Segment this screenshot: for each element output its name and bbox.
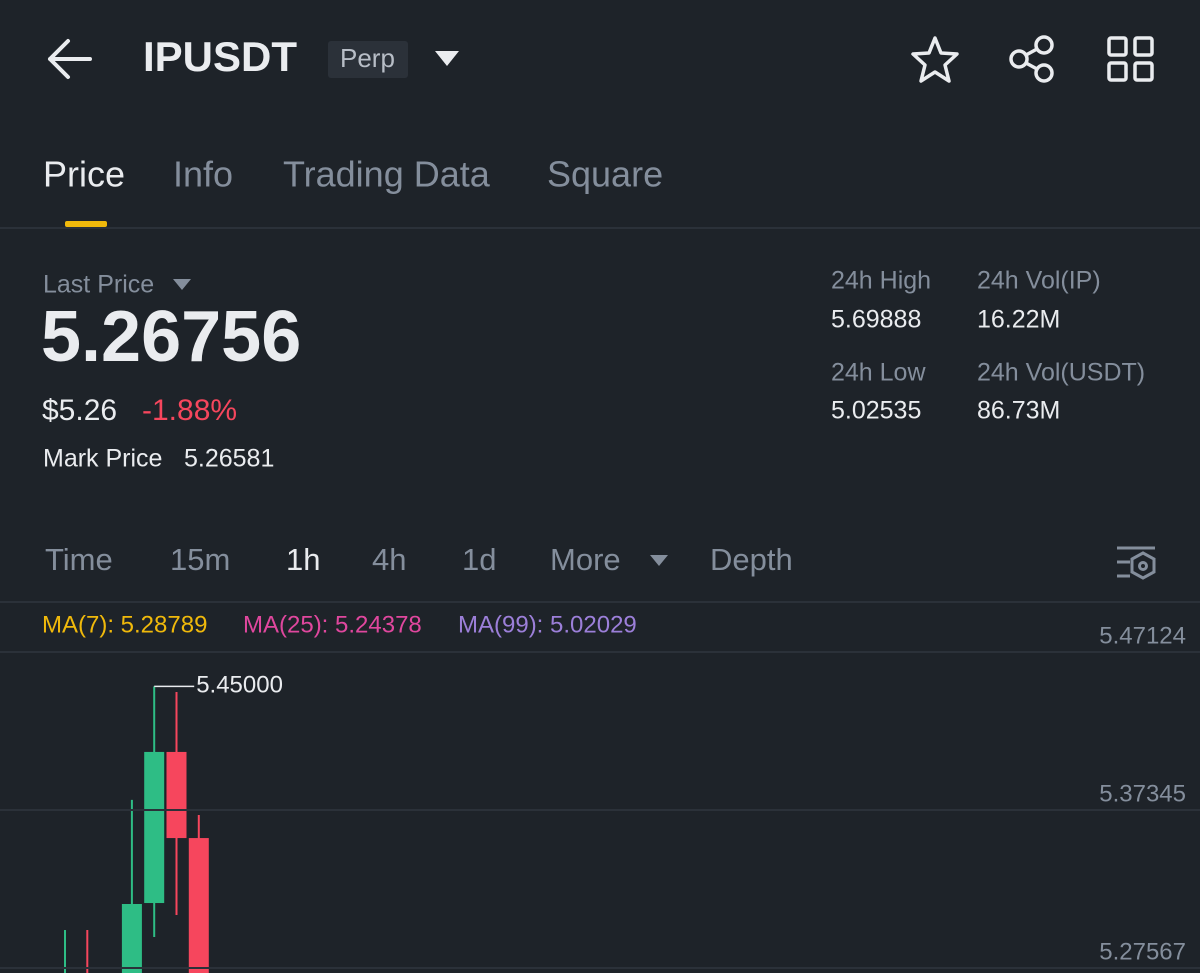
last-price-dropdown[interactable] [173,279,191,290]
grid-icon[interactable] [1107,36,1154,82]
mark-price-label: Mark Price [43,445,162,473]
stat-label: 24h Low [831,359,926,387]
tab[interactable]: Square [547,154,663,195]
stat-label: 24h High [831,267,931,295]
chart-settings-icon[interactable] [1117,546,1156,580]
tab-indicator [65,221,107,227]
stat-value: 5.69888 [831,306,921,334]
plot [64,686,209,973]
ma-label: MA(25): 5.24378 [243,611,422,638]
tab[interactable]: Price [43,154,125,195]
back-button[interactable] [48,39,92,79]
last-price: 5.26756 [41,297,301,377]
stat-value: 86.73M [977,397,1060,425]
candle-body [144,751,165,904]
candle-body [166,751,187,839]
interval[interactable]: 15m [170,542,230,577]
y-tick-label: 5.37345 [1099,780,1186,807]
symbol-dropdown[interactable] [435,51,459,66]
interval[interactable]: Depth [710,542,793,577]
badge-bg [328,41,408,78]
ma-label: MA(99): 5.02029 [458,611,637,638]
price-change: -1.88% [142,394,237,427]
stat-value: 16.22M [977,306,1060,334]
candle-body [188,838,209,973]
interval[interactable]: 1h [286,542,320,577]
usd-price: $5.26 [42,394,117,427]
interval[interactable]: 1d [462,542,496,577]
share-icon[interactable] [1009,35,1054,83]
candle-body [121,903,142,973]
max-label: 5.45000 [196,672,283,699]
stat-value: 5.02535 [831,397,921,425]
symbol[interactable]: IPUSDT [143,33,297,80]
interval[interactable]: Time [45,542,113,577]
last-price-label[interactable]: Last Price [43,271,154,299]
badge: Perp [340,43,395,73]
mark-price: 5.26581 [184,445,274,473]
stat-label: 24h Vol(USDT) [977,359,1145,387]
ma-label: MA(7): 5.28789 [42,611,207,638]
tab[interactable]: Info [173,154,233,195]
stat-label: 24h Vol(IP) [977,267,1101,295]
y-tick-label: 5.27567 [1099,938,1186,965]
interval[interactable]: 4h [372,542,406,577]
more-dropdown[interactable] [650,555,668,566]
favorite-icon[interactable] [911,36,959,83]
y-tick-label: 5.47124 [1099,622,1186,649]
interval[interactable]: More [550,542,621,577]
tab[interactable]: Trading Data [283,154,491,195]
